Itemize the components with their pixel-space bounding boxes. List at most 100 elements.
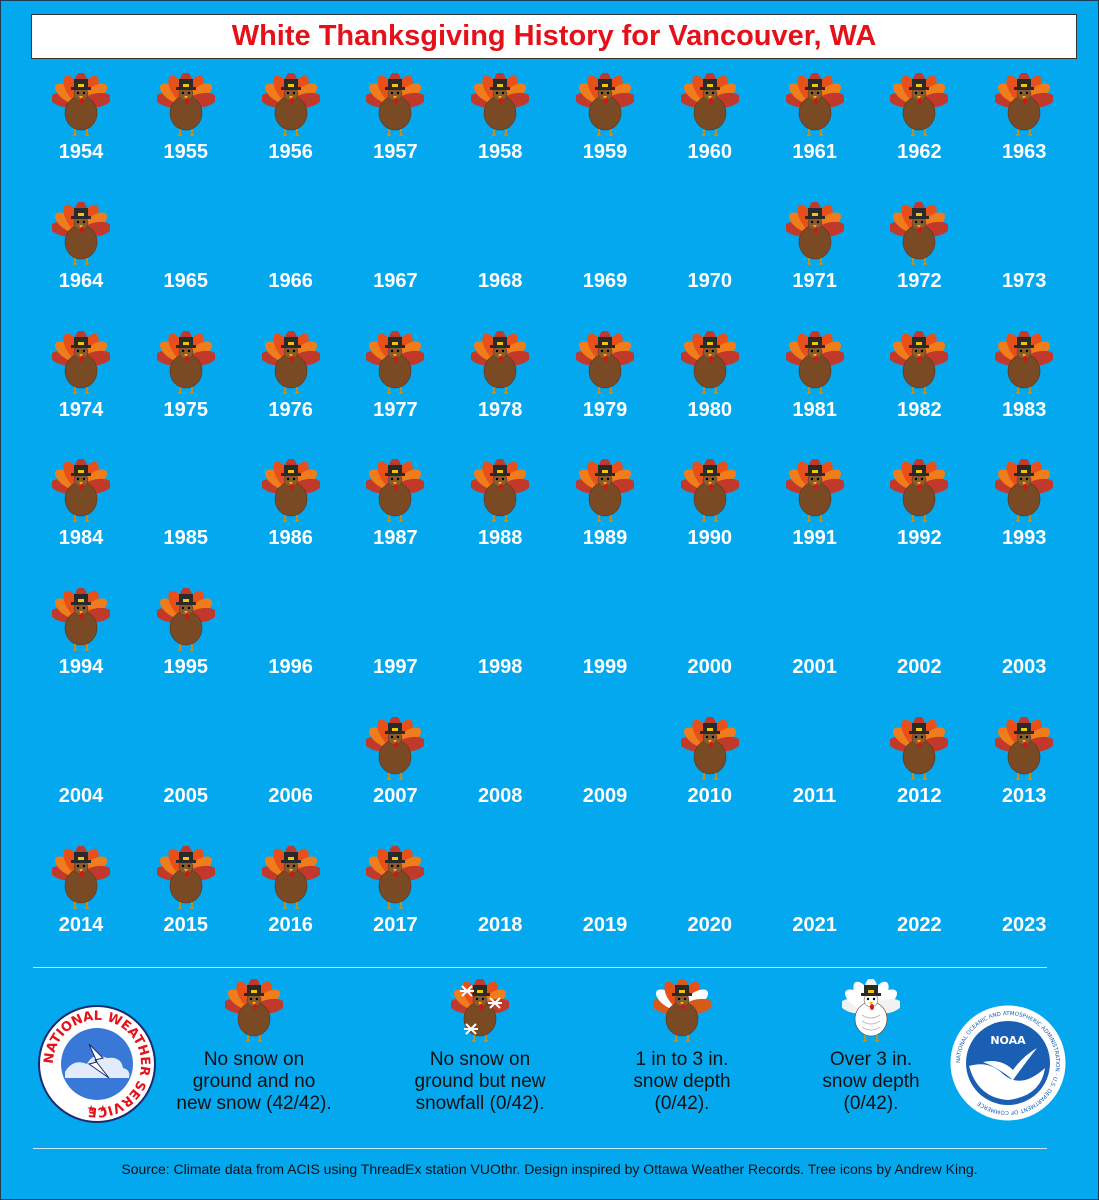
year-cell: 1967 xyxy=(343,202,447,330)
turkey-icon xyxy=(679,72,741,137)
turkey-icon xyxy=(574,458,636,523)
year-cell: 1983 xyxy=(972,329,1076,459)
year-label: 2004 xyxy=(58,785,104,807)
turkey-icon xyxy=(223,978,285,1043)
year-label: 1992 xyxy=(897,527,942,550)
year-label: 1956 xyxy=(268,141,313,163)
year-label: 1984 xyxy=(58,527,104,550)
turkey-icon xyxy=(260,329,322,395)
year-cell: 1979 xyxy=(553,329,657,459)
year-cell: 2015 xyxy=(134,844,238,974)
turkey-icon xyxy=(364,72,426,137)
year-cell: 2007 xyxy=(343,716,447,845)
year-label: 1997 xyxy=(373,656,418,679)
year-label: 1999 xyxy=(582,656,628,679)
legend-text: No snow on ground but new snowfall (0/42… xyxy=(414,1049,546,1114)
turkey-icon xyxy=(155,72,217,137)
legend-text: No snow on ground and no new snow (42/42… xyxy=(176,1049,332,1114)
year-label: 1998 xyxy=(477,656,523,679)
divider xyxy=(33,967,1047,968)
year-cell: 1999 xyxy=(553,588,657,716)
year-label: 1990 xyxy=(687,527,733,550)
nws-logo: NATIONAL WEATHER SERVICE ★ ★ xyxy=(37,1004,157,1124)
turkey-icon xyxy=(50,458,112,523)
turkey-icon xyxy=(469,458,531,523)
year-label: 2023 xyxy=(1001,913,1047,936)
year-label: 1960 xyxy=(687,141,733,163)
year-cell: 2001 xyxy=(763,588,867,716)
year-label: 1979 xyxy=(582,398,628,421)
turkey-icon xyxy=(679,716,741,781)
turkey-icon xyxy=(469,329,531,395)
year-cell: 2020 xyxy=(658,846,762,974)
turkey-icon xyxy=(50,72,112,137)
year-label: 1993 xyxy=(1001,527,1047,550)
year-cell: 2006 xyxy=(239,717,343,845)
year-label: 1973 xyxy=(1001,269,1047,292)
turkey-icon xyxy=(364,329,426,395)
turkey-icon xyxy=(993,72,1055,137)
year-label: 1962 xyxy=(897,141,942,163)
year-label: 1969 xyxy=(582,269,628,292)
year-cell: 2009 xyxy=(553,717,657,845)
year-cell: 1960 xyxy=(658,72,762,201)
year-label: 2007 xyxy=(373,785,418,807)
legend-text: Over 3 in. snow depth (0/42). xyxy=(822,1049,920,1114)
year-label: 2005 xyxy=(163,785,209,807)
year-cell: 1975 xyxy=(134,329,238,459)
year-label: 2014 xyxy=(58,913,104,936)
turkey-icon xyxy=(260,458,322,523)
year-cell: 1984 xyxy=(29,458,133,587)
turkey-icon xyxy=(50,329,112,395)
year-label: 1972 xyxy=(897,269,942,292)
turkey-icon xyxy=(155,844,217,910)
year-cell: 1962 xyxy=(867,72,971,201)
year-cell: 2023 xyxy=(972,846,1076,974)
legend-text: 1 in to 3 in. snow depth (0/42). xyxy=(633,1049,731,1114)
turkey-icon xyxy=(888,72,950,137)
year-cell: 1994 xyxy=(29,587,133,716)
year-label: 1959 xyxy=(582,141,628,163)
year-cell: 1963 xyxy=(972,72,1076,201)
turkey-icon xyxy=(993,716,1055,781)
turkey-icon xyxy=(364,458,426,523)
year-label: 1985 xyxy=(163,527,209,550)
year-cell: 1998 xyxy=(448,588,552,716)
year-cell: 1970 xyxy=(658,202,762,330)
year-cell: 1987 xyxy=(343,458,447,587)
year-cell: 1996 xyxy=(239,588,343,716)
year-cell: 1968 xyxy=(448,202,552,330)
year-cell: 1965 xyxy=(134,202,238,330)
turkey-icon xyxy=(155,329,217,395)
year-label: 2015 xyxy=(163,913,209,936)
year-cell: 1972 xyxy=(867,200,971,330)
turkey-icon xyxy=(888,329,950,395)
year-label: 1995 xyxy=(163,656,209,679)
turkey-icon xyxy=(364,716,426,781)
year-label: 2010 xyxy=(687,785,733,807)
year-label: 1978 xyxy=(477,398,523,421)
page-title: White Thanksgiving History for Vancouver… xyxy=(31,14,1077,59)
source-note: Source: Climate data from ACIS using Thr… xyxy=(121,1161,978,1177)
year-label: 2006 xyxy=(268,785,313,807)
year-cell: 2005 xyxy=(134,717,238,845)
year-cell: 1961 xyxy=(763,72,867,201)
year-label: 1986 xyxy=(268,527,313,550)
turkey-icon xyxy=(888,716,950,781)
year-label: 1976 xyxy=(268,398,313,421)
year-cell: 1954 xyxy=(29,72,133,201)
year-label: 1991 xyxy=(792,527,837,550)
year-label: 1965 xyxy=(163,269,209,292)
turkey-snowy-icon xyxy=(651,978,713,1043)
year-cell: 1982 xyxy=(867,329,971,459)
noaa-label: NOAA xyxy=(990,1034,1026,1047)
year-label: 1983 xyxy=(1001,398,1047,421)
year-cell: 1995 xyxy=(134,587,238,716)
year-cell: 1993 xyxy=(972,458,1076,587)
year-cell: 2017 xyxy=(343,844,447,974)
year-label: 2003 xyxy=(1001,656,1047,679)
turkey-icon xyxy=(888,458,950,523)
turkey-icon xyxy=(993,329,1055,395)
year-cell: 2002 xyxy=(867,588,971,716)
year-cell: 1958 xyxy=(448,72,552,201)
